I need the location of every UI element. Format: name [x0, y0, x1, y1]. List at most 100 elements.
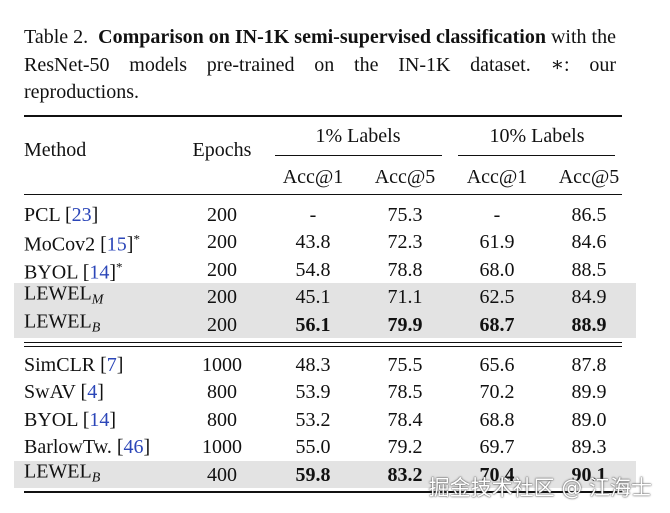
method-text: ] [91, 204, 99, 226]
value-cell: 53.9 [295, 381, 331, 404]
row-highlight [14, 310, 636, 339]
rule [458, 155, 615, 157]
rule [24, 346, 622, 348]
method-cell: BarlowTw. [46] [24, 435, 150, 459]
value-cell: 75.3 [387, 204, 423, 226]
method-text: B [91, 320, 101, 336]
method-text: SwAV [ [24, 381, 88, 404]
value-cell: 68.7 [479, 313, 515, 336]
method-cell: LEWELM [24, 282, 103, 313]
value-cell: 84.9 [571, 286, 607, 309]
method-text: ] [116, 354, 124, 376]
method-text: LEWEL [24, 460, 92, 483]
method-text: PCL [ [24, 204, 72, 226]
value-cell: 84.6 [571, 231, 607, 254]
value-cell: 83.2 [387, 463, 423, 486]
method-text: ] [126, 233, 134, 256]
value-cell: 88.9 [571, 313, 607, 336]
value-cell: 71.1 [387, 286, 423, 309]
header-metric: Acc@1 [282, 166, 344, 188]
value-cell: 62.5 [479, 286, 515, 309]
citation[interactable]: 14 [89, 261, 110, 284]
citation[interactable]: 14 [89, 408, 110, 431]
value-cell: 89.3 [571, 436, 607, 459]
method-cell: SimCLR [7] [24, 353, 123, 377]
value-cell: 78.8 [387, 258, 423, 281]
value-cell: 68.0 [479, 258, 515, 281]
caption-text: with the ResNet-50 models pre-trained on… [24, 26, 616, 103]
epochs-cell: 200 [207, 231, 237, 254]
method-text: MoCov2 [ [24, 233, 107, 256]
rule [24, 194, 622, 196]
value-cell: 70.2 [479, 381, 515, 404]
header-epochs: Epochs [192, 139, 252, 161]
rule [275, 155, 442, 157]
method-text: * [133, 231, 140, 247]
value-cell: 86.5 [571, 204, 607, 226]
method-cell: LEWELB [24, 309, 100, 340]
method-text: M [91, 292, 104, 308]
epochs-cell: 200 [207, 313, 237, 336]
watermark: 掘金技术社区 @ 江海士 [428, 476, 652, 500]
epochs-cell: 200 [207, 258, 237, 281]
method-text: * [116, 259, 123, 275]
method-text: BYOL [ [24, 408, 90, 431]
value-cell: 43.8 [295, 231, 331, 254]
header-method: Method [24, 139, 87, 161]
method-text: SimCLR [ [24, 354, 107, 376]
citation[interactable]: 4 [87, 381, 98, 404]
caption-title: Comparison on IN-1K semi-supervised clas… [98, 26, 546, 48]
method-text: BarlowTw. [ [24, 436, 124, 459]
method-text: ] [109, 408, 117, 431]
value-cell: 75.5 [387, 354, 423, 376]
method-cell: SwAV [4] [24, 380, 104, 404]
value-cell: 55.0 [295, 436, 331, 459]
value-cell: 79.9 [387, 313, 423, 336]
method-text: B [91, 470, 101, 486]
header-group: 10% Labels [489, 125, 585, 147]
value-cell: 90.1 [571, 463, 607, 486]
caption: Table 2. Comparison on IN-1K semi-superv… [24, 24, 616, 107]
epochs-cell: 1000 [202, 354, 242, 376]
rule [24, 491, 622, 493]
value-cell: 87.8 [571, 354, 607, 376]
method-cell: BYOL [14]* [24, 255, 123, 284]
epochs-cell: 1000 [202, 436, 242, 459]
header-metric: Acc@1 [466, 166, 528, 188]
value-cell: 69.7 [479, 436, 515, 459]
method-text: ] [109, 261, 117, 284]
method-text: ] [143, 436, 151, 459]
caption-label: Table 2. [24, 26, 89, 48]
value-cell: 70.4 [479, 463, 515, 486]
header-metric: Acc@5 [374, 166, 436, 188]
method-cell: LEWELB [24, 459, 100, 490]
value-cell: 78.5 [387, 381, 423, 404]
value-cell: 89.9 [571, 381, 607, 404]
value-cell: 48.3 [295, 354, 331, 376]
value-cell: 89.0 [571, 408, 607, 431]
row-highlight [14, 460, 636, 489]
citation[interactable]: 7 [106, 354, 117, 376]
method-cell: MoCov2 [15]* [24, 228, 140, 257]
value-cell: 65.6 [479, 354, 515, 376]
citation[interactable]: 46 [123, 436, 144, 459]
citation[interactable]: 15 [106, 233, 127, 256]
epochs-cell: 800 [207, 408, 237, 431]
citation[interactable]: 23 [71, 204, 92, 226]
value-cell: - [309, 204, 317, 226]
value-cell: 53.2 [295, 408, 331, 431]
row-highlight [14, 283, 636, 312]
value-cell: 88.5 [571, 258, 607, 281]
header-metric: Acc@5 [558, 166, 620, 188]
header-group: 1% Labels [315, 125, 401, 147]
value-cell: 79.2 [387, 436, 423, 459]
epochs-cell: 400 [207, 463, 237, 486]
epochs-cell: 200 [207, 286, 237, 309]
method-text: BYOL [ [24, 261, 90, 284]
value-cell: 54.8 [295, 258, 331, 281]
value-cell: 59.8 [295, 463, 331, 486]
epochs-cell: 200 [207, 204, 237, 226]
value-cell: 45.1 [295, 286, 331, 309]
method-cell: BYOL [14] [24, 408, 116, 432]
